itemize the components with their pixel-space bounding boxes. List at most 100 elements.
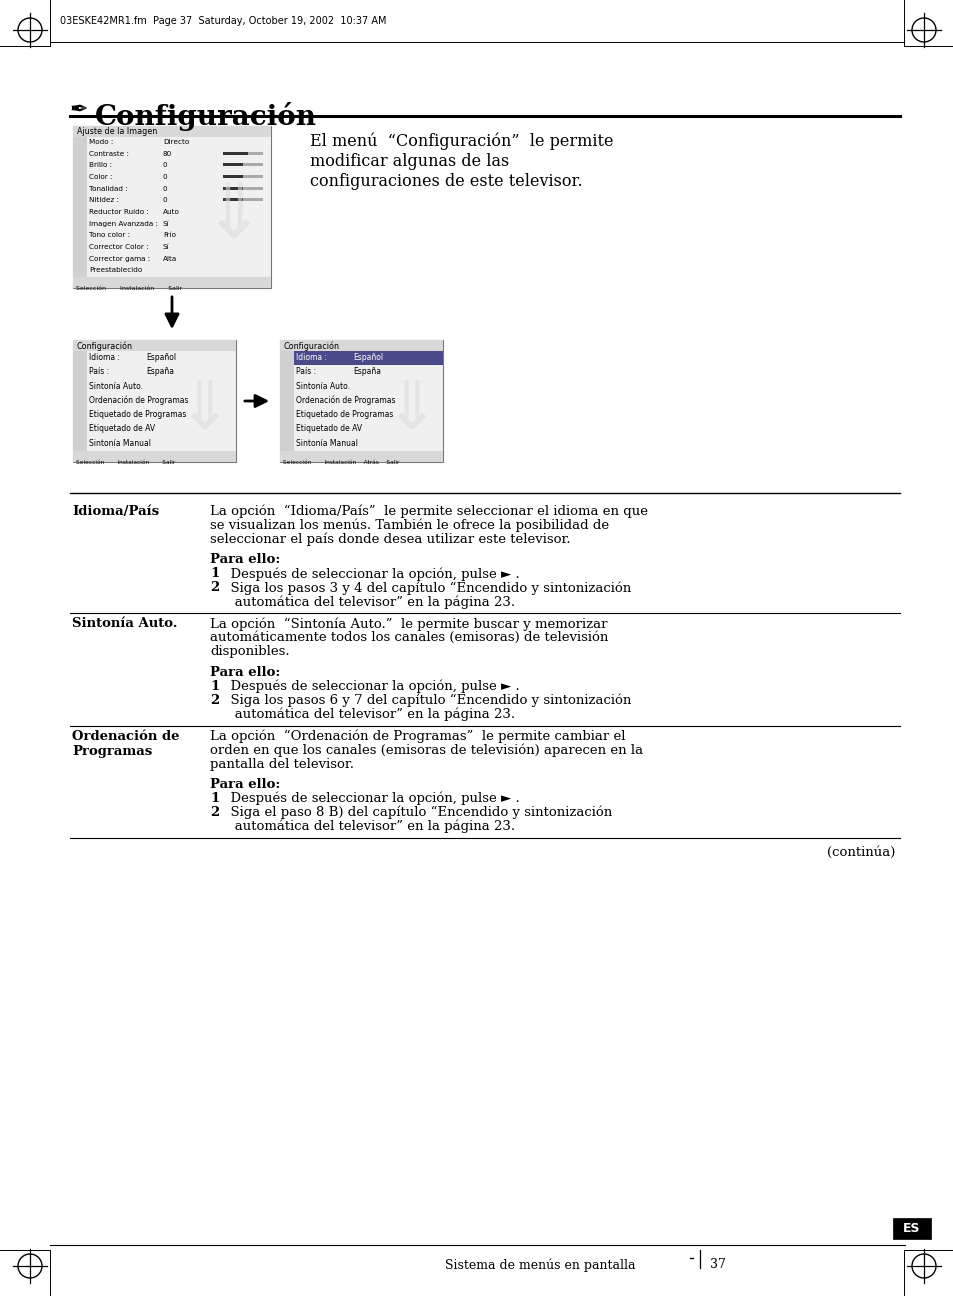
Bar bbox=[280, 340, 442, 461]
Text: Ordenación de
Programas: Ordenación de Programas bbox=[71, 730, 179, 758]
Text: Tono color :: Tono color : bbox=[89, 232, 130, 238]
Bar bbox=[280, 351, 294, 451]
Text: Después de seleccionar la opción, pulse ► .: Después de seleccionar la opción, pulse … bbox=[222, 792, 519, 805]
Text: Nitidez :: Nitidez : bbox=[89, 197, 119, 203]
Text: automática del televisor” en la página 23.: automática del televisor” en la página 2… bbox=[222, 820, 515, 833]
Text: automática del televisor” en la página 23.: automática del televisor” en la página 2… bbox=[222, 595, 515, 609]
Text: Selección       Instalación    Atrás    Salir: Selección Instalación Atrás Salir bbox=[283, 460, 399, 465]
Text: pantalla del televisor.: pantalla del televisor. bbox=[210, 758, 354, 771]
Text: Preestablecido: Preestablecido bbox=[89, 267, 142, 273]
Bar bbox=[223, 187, 263, 189]
Text: 1: 1 bbox=[210, 792, 219, 805]
Text: Idioma :: Idioma : bbox=[295, 353, 327, 362]
Text: Español: Español bbox=[146, 353, 176, 362]
Text: Siga los pasos 3 y 4 del capítulo “Encendido y sintonización: Siga los pasos 3 y 4 del capítulo “Encen… bbox=[222, 582, 631, 595]
Text: Brillo :: Brillo : bbox=[89, 162, 112, 168]
Text: Etiquetado de AV: Etiquetado de AV bbox=[295, 424, 362, 433]
Text: Corrector Color :: Corrector Color : bbox=[89, 244, 149, 250]
Bar bbox=[73, 126, 271, 288]
Bar bbox=[73, 137, 87, 277]
Bar bbox=[223, 175, 263, 178]
Text: ⇓: ⇓ bbox=[383, 378, 438, 445]
Text: Sintonía Auto.: Sintonía Auto. bbox=[295, 381, 350, 390]
Text: España: España bbox=[353, 367, 380, 376]
Text: Después de seleccionar la opción, pulse ► .: Después de seleccionar la opción, pulse … bbox=[222, 568, 519, 581]
Text: Etiquetado de AV: Etiquetado de AV bbox=[89, 424, 155, 433]
Text: País :: País : bbox=[89, 367, 109, 376]
Text: Configuración: Configuración bbox=[284, 342, 339, 351]
Text: Después de seleccionar la opción, pulse ► .: Después de seleccionar la opción, pulse … bbox=[222, 679, 519, 693]
Text: seleccionar el país donde desea utilizar este televisor.: seleccionar el país donde desea utilizar… bbox=[210, 533, 570, 547]
Text: Sistema de menús en pantalla: Sistema de menús en pantalla bbox=[444, 1258, 635, 1271]
Text: Siga los pasos 6 y 7 del capítulo “Encendido y sintonización: Siga los pasos 6 y 7 del capítulo “Encen… bbox=[222, 693, 631, 708]
Bar bbox=[73, 277, 271, 288]
Text: 0: 0 bbox=[163, 162, 168, 168]
Bar bbox=[892, 1218, 930, 1239]
Text: 1: 1 bbox=[210, 679, 219, 692]
Text: 1: 1 bbox=[210, 568, 219, 581]
Bar bbox=[223, 175, 243, 178]
Text: Sintonía Manual: Sintonía Manual bbox=[89, 439, 151, 447]
Text: Tonalidad :: Tonalidad : bbox=[89, 185, 128, 192]
Text: Contraste :: Contraste : bbox=[89, 150, 129, 157]
Text: Para ello:: Para ello: bbox=[210, 778, 280, 791]
Bar bbox=[73, 351, 87, 451]
Bar bbox=[223, 198, 263, 201]
Text: Sí: Sí bbox=[163, 220, 170, 227]
Bar bbox=[223, 163, 263, 166]
Text: Configuración: Configuración bbox=[95, 102, 316, 131]
Text: Sí: Sí bbox=[163, 244, 170, 250]
Text: Sintonía Auto.: Sintonía Auto. bbox=[71, 617, 177, 630]
Text: País :: País : bbox=[295, 367, 315, 376]
Text: Siga el paso 8 B) del capítulo “Encendido y sintonización: Siga el paso 8 B) del capítulo “Encendid… bbox=[222, 806, 612, 819]
Text: ES: ES bbox=[902, 1222, 920, 1235]
Text: Sintonía Manual: Sintonía Manual bbox=[295, 439, 357, 447]
Text: Español: Español bbox=[353, 353, 383, 362]
Text: automática del televisor” en la página 23.: automática del televisor” en la página 2… bbox=[222, 708, 515, 721]
Bar bbox=[73, 126, 271, 137]
Text: ✒: ✒ bbox=[70, 100, 89, 121]
Bar bbox=[280, 340, 442, 351]
Text: España: España bbox=[146, 367, 173, 376]
Bar bbox=[280, 451, 442, 461]
Text: 03ESKE42MR1.fm  Page 37  Saturday, October 19, 2002  10:37 AM: 03ESKE42MR1.fm Page 37 Saturday, October… bbox=[60, 16, 386, 26]
Text: Ajuste de la Imagen: Ajuste de la Imagen bbox=[77, 127, 157, 136]
Text: orden en que los canales (emisoras de televisión) aparecen en la: orden en que los canales (emisoras de te… bbox=[210, 744, 642, 757]
Text: Idioma/País: Idioma/País bbox=[71, 505, 159, 518]
Text: Directo: Directo bbox=[163, 139, 189, 145]
Text: ⇓: ⇓ bbox=[201, 180, 265, 254]
Bar bbox=[73, 340, 235, 351]
Text: 2: 2 bbox=[210, 693, 219, 706]
Text: Ordenación de Programas: Ordenación de Programas bbox=[89, 395, 189, 406]
Text: La opción  “Ordenación de Programas”  le permite cambiar el: La opción “Ordenación de Programas” le p… bbox=[210, 730, 625, 743]
Text: Para ello:: Para ello: bbox=[210, 553, 280, 566]
Text: Para ello:: Para ello: bbox=[210, 666, 280, 679]
Text: 0: 0 bbox=[163, 185, 168, 192]
Text: Etiquetado de Programas: Etiquetado de Programas bbox=[295, 410, 393, 419]
Text: Idioma :: Idioma : bbox=[89, 353, 120, 362]
Bar bbox=[73, 340, 235, 461]
Text: Corrector gama :: Corrector gama : bbox=[89, 255, 150, 262]
Text: Configuración: Configuración bbox=[77, 342, 132, 351]
Text: Ordenación de Programas: Ordenación de Programas bbox=[295, 395, 395, 406]
Bar bbox=[223, 152, 263, 154]
Text: Color :: Color : bbox=[89, 174, 112, 180]
Bar bbox=[223, 163, 243, 166]
Text: ⇓: ⇓ bbox=[176, 378, 232, 445]
Bar bbox=[73, 451, 235, 461]
Bar bbox=[223, 198, 243, 201]
Text: automáticamente todos los canales (emisoras) de televisión: automáticamente todos los canales (emiso… bbox=[210, 631, 608, 644]
Text: Etiquetado de Programas: Etiquetado de Programas bbox=[89, 410, 186, 419]
Text: Selección       Instalación       Salir: Selección Instalación Salir bbox=[76, 460, 175, 465]
Bar bbox=[223, 152, 248, 154]
Text: Reductor Ruido :: Reductor Ruido : bbox=[89, 209, 149, 215]
Text: Sintonía Auto.: Sintonía Auto. bbox=[89, 381, 143, 390]
Text: Alta: Alta bbox=[163, 255, 177, 262]
Text: 0: 0 bbox=[163, 174, 168, 180]
Text: Frío: Frío bbox=[163, 232, 175, 238]
Text: La opción  “Idioma/País”  le permite seleccionar el idioma en que: La opción “Idioma/País” le permite selec… bbox=[210, 505, 647, 518]
Text: 80: 80 bbox=[163, 150, 172, 157]
Text: 2: 2 bbox=[210, 806, 219, 819]
Text: Imagen Avanzada :: Imagen Avanzada : bbox=[89, 220, 158, 227]
Text: Auto: Auto bbox=[163, 209, 180, 215]
